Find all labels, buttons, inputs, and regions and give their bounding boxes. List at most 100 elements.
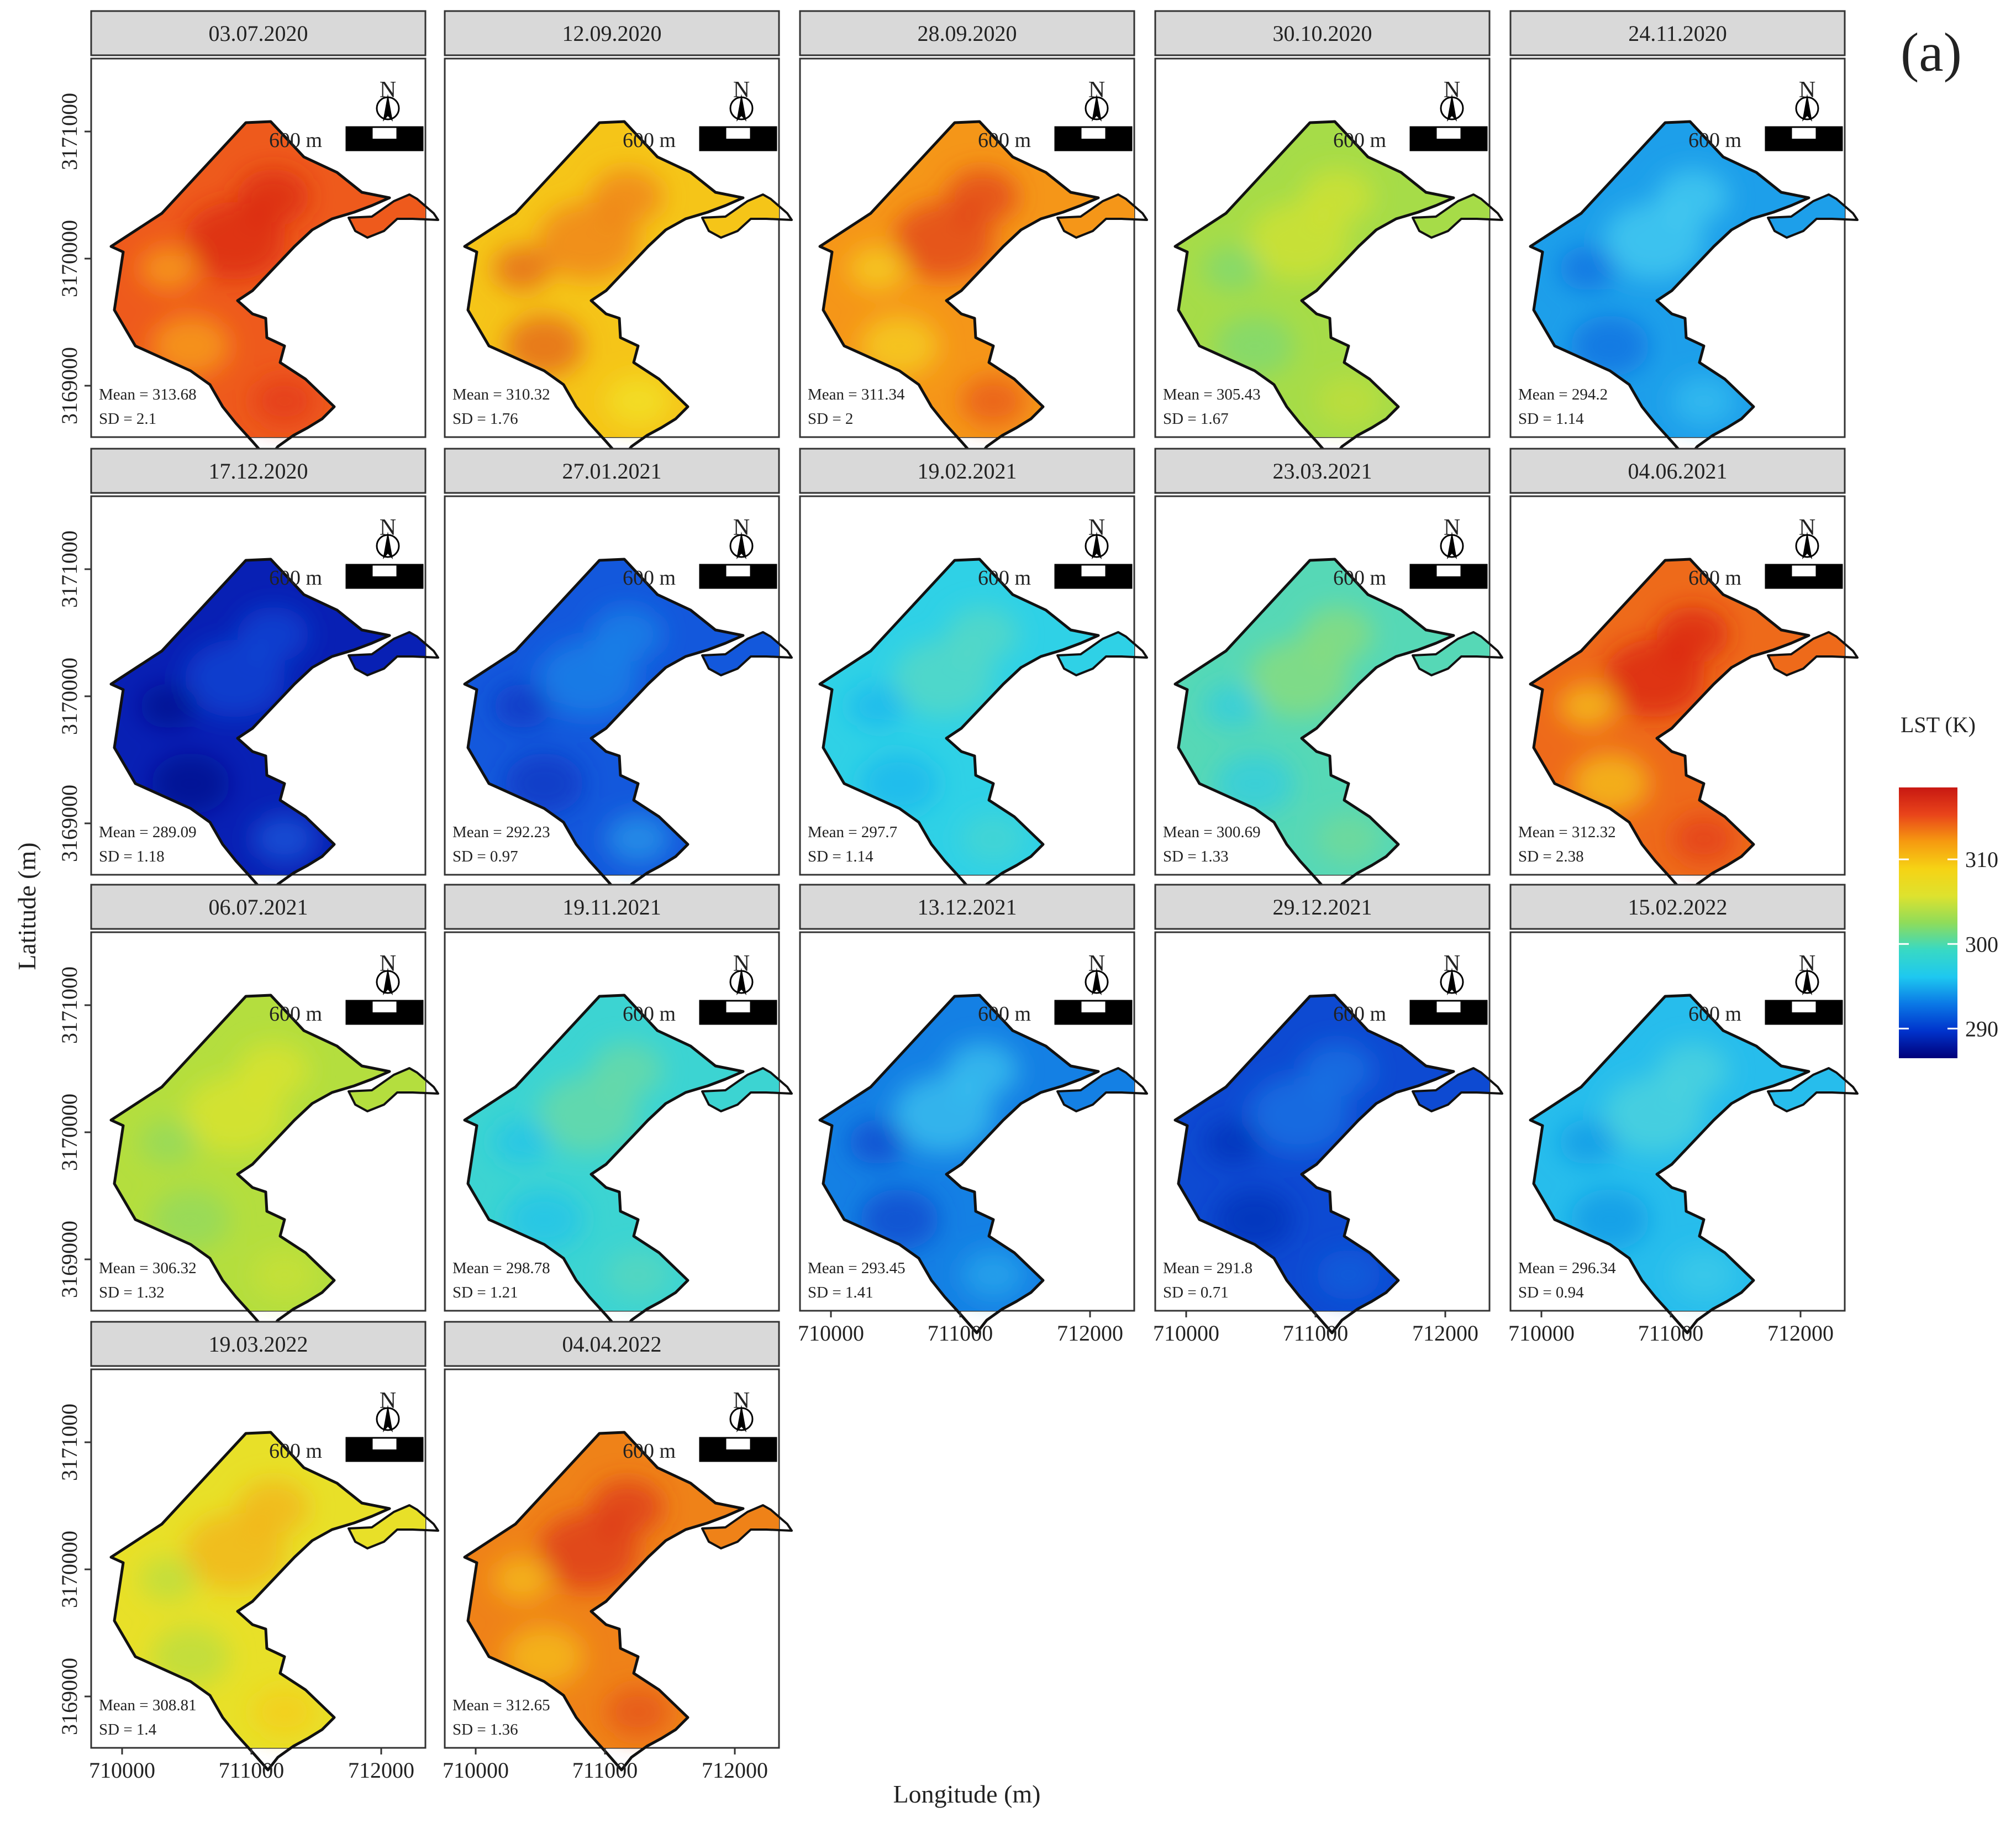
panel-strip bbox=[1509, 10, 1846, 56]
scale-bar-label: 600 m bbox=[978, 129, 1031, 152]
field-boundary bbox=[1056, 1067, 1148, 1112]
panel-date: 19.03.2022 bbox=[209, 1332, 308, 1357]
field-boundary bbox=[701, 1067, 793, 1112]
scale-bar-label: 600 m bbox=[1333, 129, 1386, 152]
y-tick-label: 3171000 bbox=[57, 1404, 82, 1481]
panel-mean: Mean = 293.45 bbox=[808, 1259, 906, 1277]
north-arrow-icon bbox=[1440, 968, 1464, 995]
panel-date: 30.10.2020 bbox=[1273, 21, 1372, 46]
y-tick-label: 3171000 bbox=[57, 93, 82, 170]
field-boundary bbox=[463, 120, 745, 461]
scale-bar-label: 600 m bbox=[269, 129, 322, 152]
field-boundary bbox=[348, 631, 439, 676]
field-boundary bbox=[1529, 994, 1810, 1335]
scale-bar bbox=[1054, 564, 1133, 589]
scale-bar-label: 600 m bbox=[1333, 1002, 1386, 1026]
panel-mean: Mean = 297.7 bbox=[808, 823, 897, 841]
scale-bar bbox=[345, 1000, 424, 1025]
panel-strip bbox=[444, 1321, 780, 1367]
y-tick-label: 3171000 bbox=[57, 966, 82, 1044]
legend-tick-label: 290 bbox=[1965, 1016, 1998, 1041]
field-boundary bbox=[1767, 193, 1859, 239]
map-panel: 27.01.2021 600 m N Mean = 292.23 SD = 0.97 bbox=[444, 448, 793, 899]
scale-bar bbox=[699, 1437, 777, 1462]
panel-strip bbox=[90, 448, 427, 494]
color-legend: LST (K) 310 300 290 bbox=[1899, 712, 1998, 1058]
panel-sd: SD = 0.97 bbox=[452, 848, 518, 865]
field-boundary bbox=[1173, 558, 1455, 899]
north-label: N bbox=[1799, 951, 1815, 976]
field-boundary bbox=[701, 1504, 793, 1549]
north-arrow-icon bbox=[729, 968, 754, 995]
panel-sd: SD = 2.38 bbox=[1518, 848, 1584, 865]
y-tick-label: 3170000 bbox=[57, 658, 82, 735]
north-label: N bbox=[380, 77, 396, 103]
panel-grid: 03.07.2020 600 m N Mean = 313.68 SD = 2.1 317… bbox=[57, 10, 1859, 1783]
panel-mean: Mean = 305.43 bbox=[1163, 386, 1261, 403]
panel-strip bbox=[90, 884, 427, 930]
field-boundary bbox=[1173, 994, 1455, 1335]
north-arrow-icon bbox=[1795, 532, 1819, 559]
panel-strip bbox=[444, 884, 780, 930]
field-boundary bbox=[1529, 558, 1810, 899]
x-tick-label: 712000 bbox=[1412, 1321, 1478, 1346]
scale-bar-label: 600 m bbox=[1688, 566, 1741, 590]
scale-bar-label: 600 m bbox=[1333, 566, 1386, 590]
scale-bar bbox=[699, 1000, 777, 1025]
north-arrow-icon bbox=[1085, 532, 1109, 559]
x-tick-label: 710000 bbox=[1508, 1321, 1575, 1346]
panel-mean: Mean = 294.2 bbox=[1518, 386, 1608, 403]
x-tick-label: 711000 bbox=[928, 1321, 993, 1346]
panel-date: 17.12.2020 bbox=[209, 459, 308, 484]
scale-bar-label: 600 m bbox=[1688, 1002, 1741, 1026]
panel-strip bbox=[799, 10, 1135, 56]
panel-strip bbox=[90, 10, 427, 56]
map-panel: 04.06.2021 600 m N Mean = 312.32 SD = 2.38 bbox=[1509, 448, 1859, 899]
scale-bar bbox=[1054, 1000, 1133, 1025]
scale-bar-label: 600 m bbox=[623, 1440, 676, 1463]
map-panel: 30.10.2020 600 m N Mean = 305.43 SD = 1.67 bbox=[1154, 10, 1503, 461]
scale-bar-label: 600 m bbox=[269, 1440, 322, 1463]
panel-strip bbox=[1509, 448, 1846, 494]
map-panel: 12.09.2020 600 m N Mean = 310.32 SD = 1.76 bbox=[444, 10, 793, 461]
scale-bar bbox=[345, 1437, 424, 1462]
panel-sd: SD = 1.36 bbox=[452, 1721, 518, 1738]
panel-date: 15.02.2022 bbox=[1628, 895, 1728, 920]
north-label: N bbox=[733, 951, 750, 976]
panel-sd: SD = 1.4 bbox=[99, 1721, 157, 1738]
north-label: N bbox=[1088, 77, 1105, 103]
field-boundary bbox=[1767, 631, 1859, 676]
field-boundary bbox=[1056, 631, 1148, 676]
scale-bar-label: 600 m bbox=[978, 566, 1031, 590]
scale-bar bbox=[1409, 564, 1488, 589]
panel-strip bbox=[799, 448, 1135, 494]
panel-sd: SD = 2.1 bbox=[99, 410, 156, 428]
scale-bar bbox=[1765, 1000, 1843, 1025]
map-panel: 19.02.2021 600 m N Mean = 297.7 SD = 1.14 bbox=[799, 448, 1148, 899]
north-arrow-icon bbox=[1795, 94, 1819, 122]
panel-date: 04.04.2022 bbox=[562, 1332, 662, 1357]
north-label: N bbox=[733, 1388, 750, 1414]
north-arrow-icon bbox=[1085, 94, 1109, 122]
x-tick-label: 711000 bbox=[1638, 1321, 1704, 1346]
north-label: N bbox=[380, 515, 396, 540]
x-tick-label: 710000 bbox=[1153, 1321, 1219, 1346]
scale-bar-label: 600 m bbox=[1688, 129, 1741, 152]
x-tick-label: 711000 bbox=[219, 1758, 285, 1783]
field-boundary bbox=[109, 1431, 391, 1772]
north-arrow-icon bbox=[1795, 968, 1819, 995]
panel-date: 28.09.2020 bbox=[918, 21, 1017, 46]
x-tick-label: 712000 bbox=[702, 1758, 768, 1783]
y-tick-label: 3169000 bbox=[57, 785, 82, 862]
scale-bar-label: 600 m bbox=[978, 1002, 1031, 1026]
panel-sd: SD = 1.41 bbox=[808, 1284, 873, 1301]
panel-date: 19.02.2021 bbox=[918, 459, 1017, 484]
scale-bar bbox=[1409, 1000, 1488, 1025]
legend-tick-label: 310 bbox=[1965, 847, 1998, 872]
field-boundary bbox=[348, 193, 439, 239]
panel-date: 12.09.2020 bbox=[562, 21, 662, 46]
panel-sd: SD = 1.14 bbox=[808, 848, 873, 865]
panel-date: 24.11.2020 bbox=[1628, 21, 1727, 46]
panel-date: 04.06.2021 bbox=[1628, 459, 1728, 484]
field-boundary bbox=[701, 193, 793, 239]
